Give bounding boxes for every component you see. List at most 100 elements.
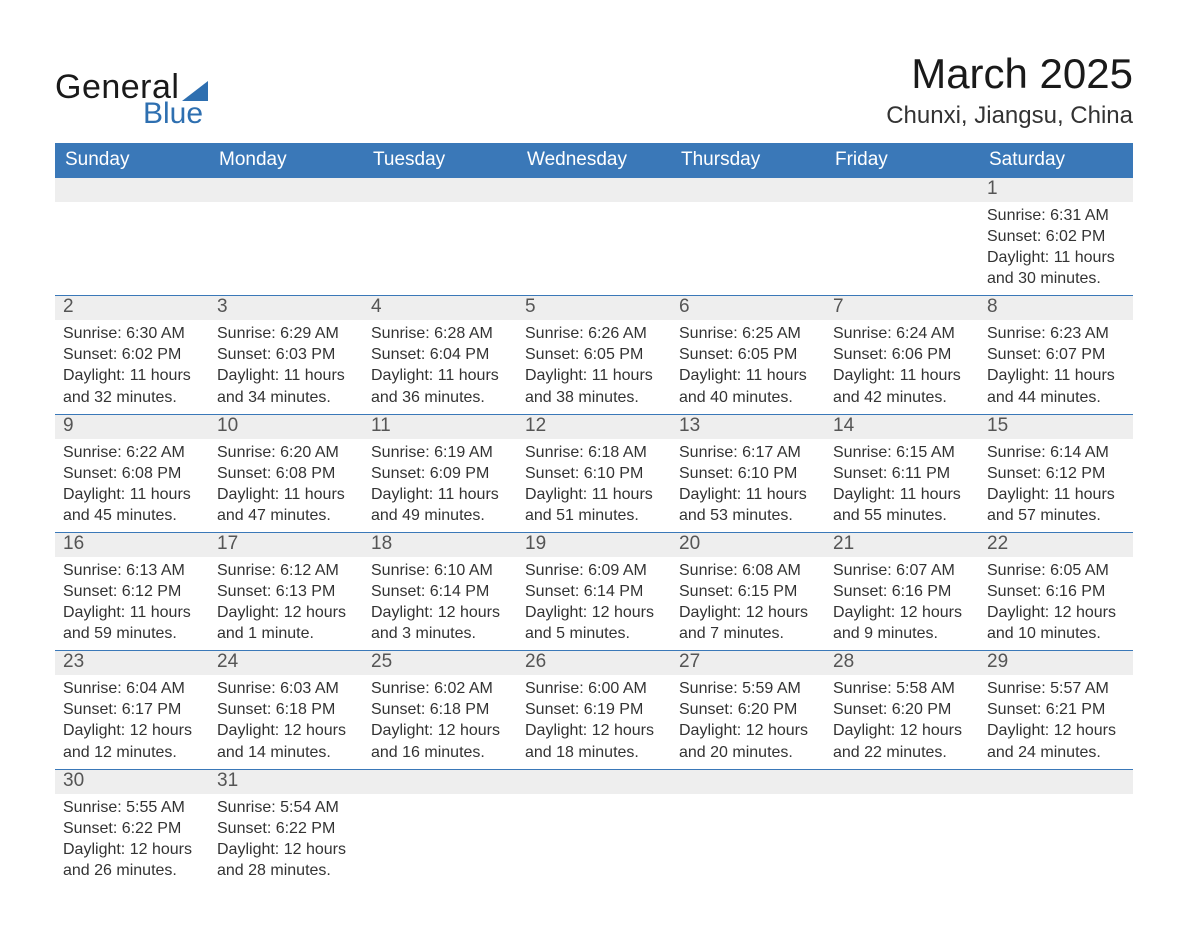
day-number (517, 178, 671, 202)
sunrise-line: Sunrise: 6:19 AM (371, 442, 509, 463)
sunrise-line: Sunrise: 5:58 AM (833, 678, 971, 699)
day-number: 17 (209, 533, 363, 557)
day-cell: 22Sunrise: 6:05 AMSunset: 6:16 PMDayligh… (979, 532, 1133, 650)
daylight-line: Daylight: 11 hours and 30 minutes. (987, 247, 1125, 289)
sunrise-line: Sunrise: 6:22 AM (63, 442, 201, 463)
day-number: 28 (825, 651, 979, 675)
logo: General Blue (55, 68, 208, 131)
sunset-line: Sunset: 6:13 PM (217, 581, 355, 602)
sunrise-line: Sunrise: 6:20 AM (217, 442, 355, 463)
day-number: 23 (55, 651, 209, 675)
day-number (55, 178, 209, 202)
weekday-header: Saturday (979, 143, 1133, 178)
day-cell: 24Sunrise: 6:03 AMSunset: 6:18 PMDayligh… (209, 651, 363, 769)
day-details (825, 794, 979, 868)
sunrise-line: Sunrise: 5:57 AM (987, 678, 1125, 699)
day-details: Sunrise: 6:04 AMSunset: 6:17 PMDaylight:… (55, 675, 209, 768)
daylight-line: Daylight: 12 hours and 16 minutes. (371, 720, 509, 762)
day-cell: 14Sunrise: 6:15 AMSunset: 6:11 PMDayligh… (825, 414, 979, 532)
day-number (209, 178, 363, 202)
sunrise-line: Sunrise: 6:24 AM (833, 323, 971, 344)
day-details: Sunrise: 6:20 AMSunset: 6:08 PMDaylight:… (209, 439, 363, 532)
logo-word2: Blue (143, 97, 203, 131)
day-number (825, 178, 979, 202)
daylight-line: Daylight: 12 hours and 18 minutes. (525, 720, 663, 762)
week-row: 23Sunrise: 6:04 AMSunset: 6:17 PMDayligh… (55, 651, 1133, 769)
day-details: Sunrise: 6:25 AMSunset: 6:05 PMDaylight:… (671, 320, 825, 413)
day-details (517, 202, 671, 276)
sunrise-line: Sunrise: 5:59 AM (679, 678, 817, 699)
daylight-line: Daylight: 11 hours and 36 minutes. (371, 365, 509, 407)
daylight-line: Daylight: 11 hours and 47 minutes. (217, 484, 355, 526)
day-cell (979, 769, 1133, 887)
day-details: Sunrise: 6:23 AMSunset: 6:07 PMDaylight:… (979, 320, 1133, 413)
daylight-line: Daylight: 12 hours and 22 minutes. (833, 720, 971, 762)
day-number: 8 (979, 296, 1133, 320)
page-subtitle: Chunxi, Jiangsu, China (886, 102, 1133, 130)
sunrise-line: Sunrise: 6:12 AM (217, 560, 355, 581)
sunset-line: Sunset: 6:02 PM (987, 226, 1125, 247)
sunset-line: Sunset: 6:14 PM (525, 581, 663, 602)
sunrise-line: Sunrise: 6:04 AM (63, 678, 201, 699)
weekday-header: Friday (825, 143, 979, 178)
daylight-line: Daylight: 11 hours and 51 minutes. (525, 484, 663, 526)
day-number: 27 (671, 651, 825, 675)
day-details: Sunrise: 6:26 AMSunset: 6:05 PMDaylight:… (517, 320, 671, 413)
sunrise-line: Sunrise: 6:02 AM (371, 678, 509, 699)
weekday-header: Wednesday (517, 143, 671, 178)
day-number: 14 (825, 415, 979, 439)
day-number: 1 (979, 178, 1133, 202)
sunset-line: Sunset: 6:08 PM (217, 463, 355, 484)
sunset-line: Sunset: 6:14 PM (371, 581, 509, 602)
day-cell (363, 769, 517, 887)
sunset-line: Sunset: 6:17 PM (63, 699, 201, 720)
daylight-line: Daylight: 11 hours and 32 minutes. (63, 365, 201, 407)
day-details (209, 202, 363, 276)
day-number (671, 770, 825, 794)
sunrise-line: Sunrise: 6:10 AM (371, 560, 509, 581)
sunset-line: Sunset: 6:02 PM (63, 344, 201, 365)
day-cell: 29Sunrise: 5:57 AMSunset: 6:21 PMDayligh… (979, 651, 1133, 769)
day-number: 6 (671, 296, 825, 320)
daylight-line: Daylight: 12 hours and 28 minutes. (217, 839, 355, 881)
sunset-line: Sunset: 6:03 PM (217, 344, 355, 365)
day-details (517, 794, 671, 868)
daylight-line: Daylight: 12 hours and 3 minutes. (371, 602, 509, 644)
day-cell: 9Sunrise: 6:22 AMSunset: 6:08 PMDaylight… (55, 414, 209, 532)
daylight-line: Daylight: 12 hours and 10 minutes. (987, 602, 1125, 644)
day-number (517, 770, 671, 794)
sunrise-line: Sunrise: 6:03 AM (217, 678, 355, 699)
daylight-line: Daylight: 11 hours and 40 minutes. (679, 365, 817, 407)
day-cell: 13Sunrise: 6:17 AMSunset: 6:10 PMDayligh… (671, 414, 825, 532)
sunset-line: Sunset: 6:22 PM (63, 818, 201, 839)
day-details: Sunrise: 6:28 AMSunset: 6:04 PMDaylight:… (363, 320, 517, 413)
day-number: 5 (517, 296, 671, 320)
week-row: 16Sunrise: 6:13 AMSunset: 6:12 PMDayligh… (55, 532, 1133, 650)
sunrise-line: Sunrise: 6:17 AM (679, 442, 817, 463)
daylight-line: Daylight: 12 hours and 7 minutes. (679, 602, 817, 644)
day-cell: 18Sunrise: 6:10 AMSunset: 6:14 PMDayligh… (363, 532, 517, 650)
day-number: 16 (55, 533, 209, 557)
day-number: 11 (363, 415, 517, 439)
sunset-line: Sunset: 6:18 PM (371, 699, 509, 720)
sunset-line: Sunset: 6:07 PM (987, 344, 1125, 365)
day-number: 18 (363, 533, 517, 557)
day-cell (209, 178, 363, 296)
day-details: Sunrise: 6:02 AMSunset: 6:18 PMDaylight:… (363, 675, 517, 768)
daylight-line: Daylight: 11 hours and 59 minutes. (63, 602, 201, 644)
day-details (55, 202, 209, 276)
day-details: Sunrise: 6:00 AMSunset: 6:19 PMDaylight:… (517, 675, 671, 768)
header: General Blue March 2025 Chunxi, Jiangsu,… (55, 50, 1133, 131)
daylight-line: Daylight: 12 hours and 12 minutes. (63, 720, 201, 762)
day-number (363, 770, 517, 794)
daylight-line: Daylight: 11 hours and 57 minutes. (987, 484, 1125, 526)
day-number: 2 (55, 296, 209, 320)
day-cell: 31Sunrise: 5:54 AMSunset: 6:22 PMDayligh… (209, 769, 363, 887)
title-block: March 2025 Chunxi, Jiangsu, China (886, 50, 1133, 130)
daylight-line: Daylight: 11 hours and 45 minutes. (63, 484, 201, 526)
day-number: 10 (209, 415, 363, 439)
sunset-line: Sunset: 6:22 PM (217, 818, 355, 839)
day-details: Sunrise: 5:55 AMSunset: 6:22 PMDaylight:… (55, 794, 209, 887)
daylight-line: Daylight: 12 hours and 5 minutes. (525, 602, 663, 644)
day-details: Sunrise: 6:10 AMSunset: 6:14 PMDaylight:… (363, 557, 517, 650)
